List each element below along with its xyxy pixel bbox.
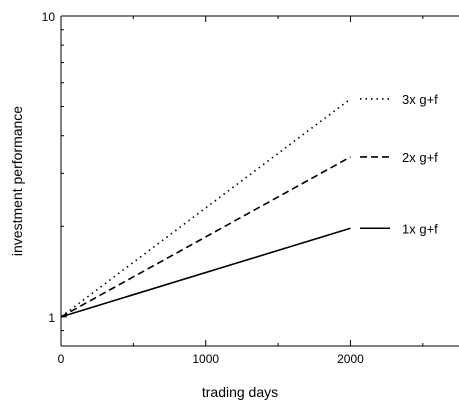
y-tick-label: 1 (48, 311, 55, 325)
series-layer (60, 98, 351, 318)
x-tick-label: 2000 (337, 352, 364, 366)
x-tick-label: 0 (58, 352, 65, 366)
series-line-3x-g-f (60, 98, 351, 318)
chart-axes: 0 1000 2000 1 10 (42, 10, 459, 366)
y-axis-title: investment performance (9, 106, 25, 256)
legend-label: 2x g+f (402, 150, 438, 165)
legend-label: 3x g+f (402, 92, 438, 107)
series-line-2x-g-f (60, 156, 351, 318)
legend: 3x g+f 2x g+f 1x g+f (360, 92, 438, 236)
y-tick-label: 10 (42, 10, 56, 24)
legend-label: 1x g+f (402, 221, 438, 236)
series-line-1x-g-f (60, 227, 351, 318)
x-tick-label: 1000 (192, 352, 219, 366)
x-axis-title: trading days (202, 384, 278, 400)
